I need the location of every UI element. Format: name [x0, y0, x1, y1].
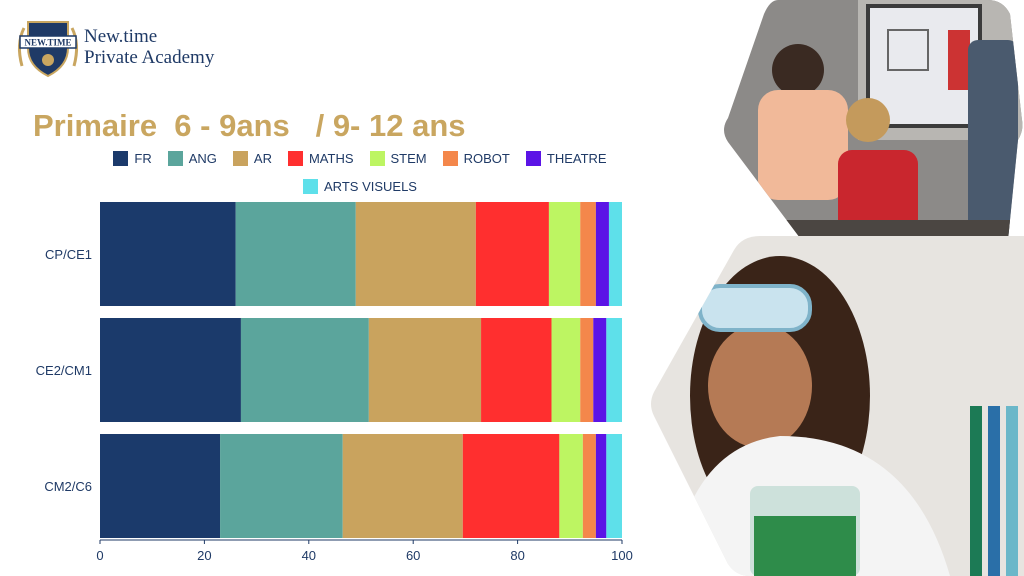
- legend-item-maths: MATHS: [287, 150, 354, 166]
- bar-segment-robot: [580, 202, 596, 306]
- bar-segment-ar: [355, 202, 476, 306]
- x-tick-label: 40: [302, 548, 316, 563]
- legend-label: MATHS: [308, 150, 354, 166]
- bar-segment-ang: [235, 202, 356, 306]
- bar-segment-maths: [462, 434, 560, 538]
- legend-swatch: [232, 150, 248, 166]
- brand-line-2: Private Academy: [84, 47, 215, 68]
- page-title: Primaire 6 - 9ans / 9- 12 ans: [33, 108, 466, 143]
- brand-line-1: New.time: [84, 26, 158, 47]
- legend-row: ARTS VISUELS: [110, 176, 610, 196]
- bar-segment-maths: [481, 318, 552, 422]
- bar-segment-stem: [559, 434, 583, 538]
- x-tick-label: 100: [611, 548, 633, 563]
- bar-segment-arts-visuels: [606, 318, 622, 422]
- category-label: CM2/C6: [44, 479, 92, 494]
- legend-label: ARTS VISUELS: [324, 178, 417, 194]
- legend-swatch: [369, 150, 385, 166]
- legend-item-arts-visuels: ARTS VISUELS: [303, 178, 417, 194]
- bar-segment-maths: [475, 202, 549, 306]
- bar-segment-fr: [100, 318, 241, 422]
- legend-label: THEATRE: [546, 150, 607, 166]
- legend-item-robot: ROBOT: [442, 150, 510, 166]
- legend-swatch: [167, 150, 183, 166]
- bar-segment-robot: [582, 434, 596, 538]
- students-robotics-photo: [724, 0, 1023, 262]
- legend-swatch: [287, 150, 303, 166]
- legend-row: FR ANG AR MATHS STEM ROBOT THEATRE: [110, 148, 610, 168]
- bar-segment-fr: [100, 202, 236, 306]
- bar-segment-ang: [240, 318, 369, 422]
- x-tick-label: 0: [96, 548, 103, 563]
- legend-item-fr: FR: [113, 150, 152, 166]
- legend-swatch: [113, 150, 129, 166]
- x-tick-label: 60: [406, 548, 420, 563]
- legend-label: STEM: [390, 150, 427, 166]
- girl-science-photo: [651, 236, 1024, 576]
- bar-segment-theatre: [595, 434, 607, 538]
- brand-name: New.time Private Academy: [84, 26, 214, 68]
- bar-segment-theatre: [595, 202, 609, 306]
- bar-segment-stem: [548, 202, 581, 306]
- legend-item-ang: ANG: [167, 150, 217, 166]
- bar-segment-ar: [368, 318, 482, 422]
- legend-swatch: [442, 150, 458, 166]
- legend-item-theatre: THEATRE: [525, 150, 607, 166]
- chart-legend: FR ANG AR MATHS STEM ROBOT THEATRE ARTS VISUEL…: [110, 148, 610, 204]
- x-tick-label: 20: [197, 548, 211, 563]
- bar-segment-arts-visuels: [606, 434, 622, 538]
- bar-segment-robot: [580, 318, 594, 422]
- stacked-bar-chart: CP/CE1 CE2/CM1 CM2/C6 0 20 40 60 80 100: [36, 202, 633, 563]
- bar-segment-stem: [551, 318, 581, 422]
- legend-item-stem: STEM: [369, 150, 427, 166]
- bar-segment-theatre: [593, 318, 607, 422]
- logo-text: NEW.TIME: [25, 38, 72, 48]
- bar-segment-fr: [100, 434, 221, 538]
- x-tick-label: 80: [510, 548, 524, 563]
- academy-logo: NEW.TIME: [14, 14, 82, 82]
- category-label: CE2/CM1: [36, 363, 92, 378]
- legend-item-ar: AR: [232, 150, 272, 166]
- bar-segment-ang: [220, 434, 343, 538]
- legend-label: AR: [253, 150, 272, 166]
- bar-segment-ar: [342, 434, 463, 538]
- legend-label: FR: [134, 150, 152, 166]
- legend-swatch: [525, 150, 541, 166]
- legend-label: ANG: [188, 150, 217, 166]
- category-label: CP/CE1: [45, 247, 92, 262]
- legend-label: ROBOT: [463, 150, 510, 166]
- bar-segment-arts-visuels: [608, 202, 622, 306]
- legend-swatch: [303, 178, 319, 194]
